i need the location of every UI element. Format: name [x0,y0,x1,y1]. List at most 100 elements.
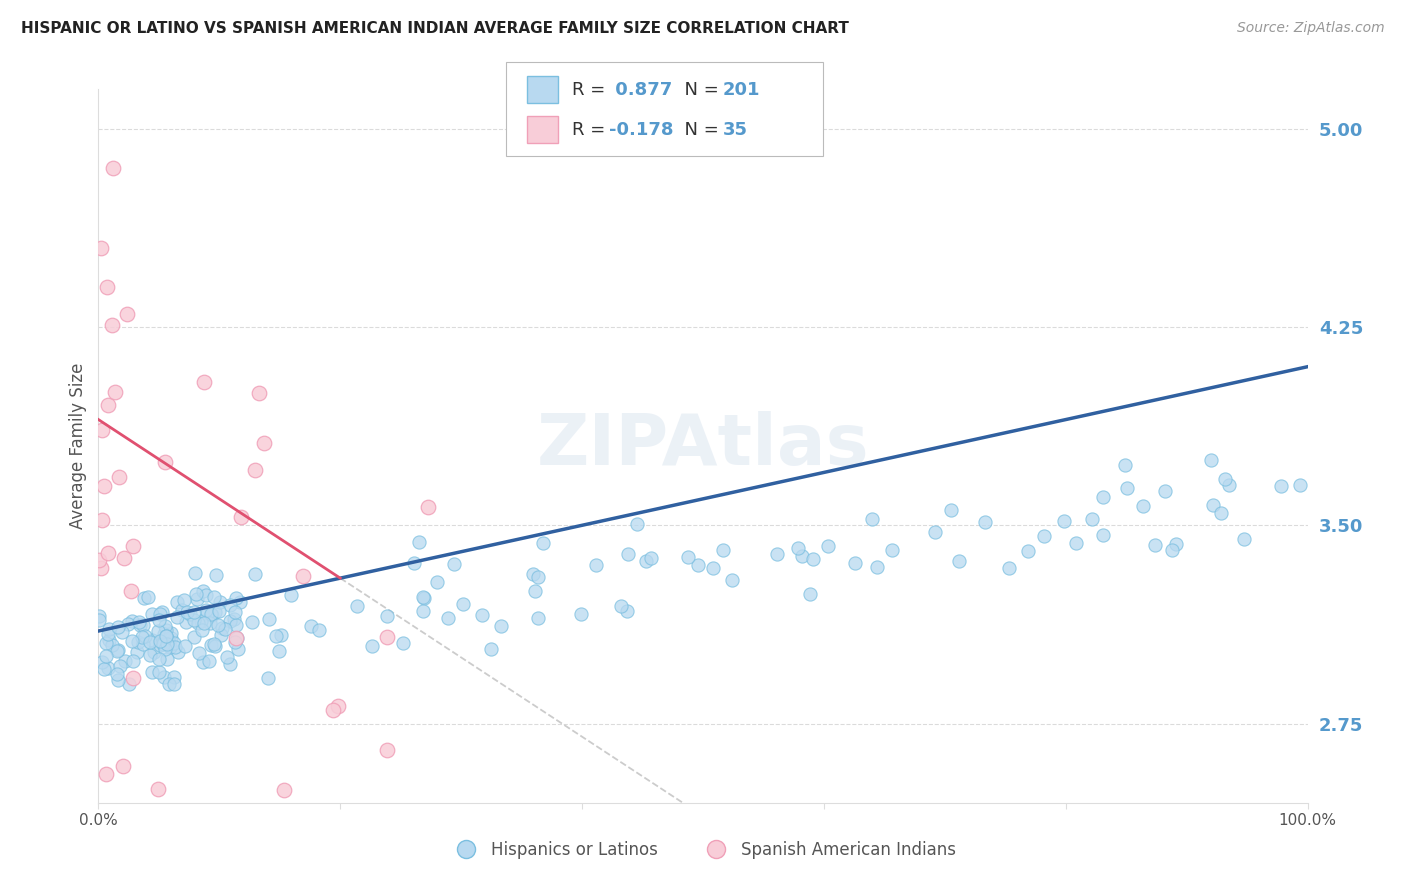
Text: -0.178: -0.178 [609,120,673,138]
Text: R =: R = [572,120,612,138]
Point [801,552,824,566]
Point [111,624,134,639]
Point [148,613,170,627]
Point [799,586,821,600]
Point [217,649,239,664]
Point [97,623,120,637]
Text: ZIPAtlas: ZIPAtlas [537,411,869,481]
Point [443,557,465,571]
Point [308,623,330,637]
Point [90,241,112,255]
Point [471,607,494,622]
Point [402,556,425,570]
Text: 201: 201 [723,81,761,99]
Point [1233,533,1256,547]
Point [184,566,207,581]
Point [198,616,221,631]
Point [148,624,170,639]
Point [142,645,165,659]
Point [222,612,245,626]
Point [205,567,228,582]
Point [626,517,648,532]
Point [149,607,172,622]
Point [104,384,127,399]
Point [1017,544,1039,558]
Point [112,551,135,566]
Point [150,605,173,619]
Point [1132,499,1154,513]
Point [766,547,789,561]
Point [155,641,177,656]
Point [228,642,250,657]
Point [787,541,810,555]
Point [163,670,186,684]
Point [527,611,550,625]
Point [209,628,232,642]
Point [132,618,155,632]
Point [425,575,447,590]
Point [375,743,398,757]
Point [219,614,242,628]
Point [1209,506,1232,520]
Point [155,629,177,643]
Point [94,636,117,650]
Point [121,633,143,648]
Point [247,385,270,400]
Point [173,592,195,607]
Point [257,671,280,685]
Point [149,634,172,648]
Point [686,558,709,573]
Point [167,645,190,659]
Point [195,607,218,622]
Point [939,503,962,517]
Point [616,604,638,618]
Point [219,598,242,612]
Text: HISPANIC OR LATINO VS SPANISH AMERICAN INDIAN AVERAGE FAMILY SIZE CORRELATION CH: HISPANIC OR LATINO VS SPANISH AMERICAN I… [21,21,849,36]
Point [91,423,114,437]
Point [141,632,163,647]
Point [153,627,176,641]
Point [702,561,724,575]
Point [412,604,434,618]
Point [202,637,225,651]
Point [844,556,866,570]
Point [269,643,291,657]
Point [93,662,115,676]
Y-axis label: Average Family Size: Average Family Size [69,363,87,529]
Point [1199,453,1222,467]
Point [224,605,246,619]
Text: 0.877: 0.877 [609,81,672,99]
Point [437,610,460,624]
Point [720,573,742,587]
Point [524,583,547,598]
Point [270,628,292,642]
Point [112,758,135,772]
Point [1213,472,1236,486]
Point [101,318,124,332]
Point [243,567,266,582]
Point [90,560,112,574]
Point [479,642,502,657]
Point [107,620,129,634]
Point [617,547,640,561]
Point [190,614,212,628]
Legend: Hispanics or Latinos, Spanish American Indians: Hispanics or Latinos, Spanish American I… [443,835,963,866]
Point [346,599,368,613]
Point [101,161,124,176]
Point [194,588,217,602]
Point [214,623,236,637]
Point [1092,490,1115,504]
Point [114,654,136,668]
Point [860,511,883,525]
Text: N =: N = [673,120,725,138]
Point [412,590,434,604]
Point [1288,478,1310,492]
Point [1144,539,1167,553]
Point [156,651,179,665]
Point [138,648,160,662]
Point [211,621,233,635]
Point [97,627,120,641]
Point [153,619,176,633]
Point [108,470,131,484]
Point [1080,512,1102,526]
